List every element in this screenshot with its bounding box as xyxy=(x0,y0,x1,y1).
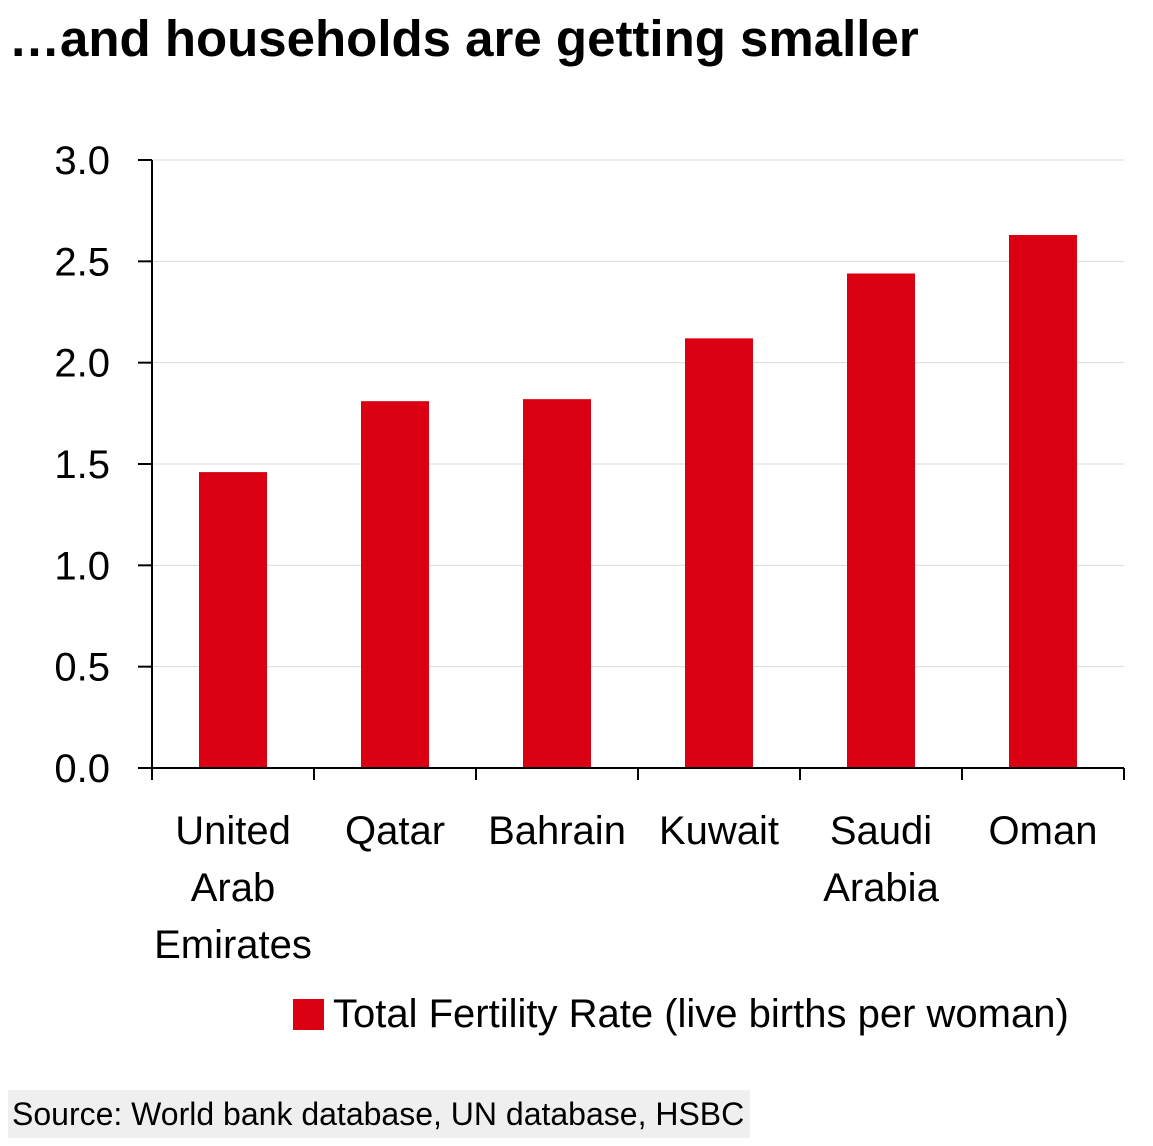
y-axis: 0.0 0.5 1.0 1.5 2.0 2.5 3.0 xyxy=(54,139,153,791)
x-axis-labels: United Arab Emirates Qatar Bahrain Kuwait Saud… xyxy=(154,809,1097,967)
chart-title: …and households are getting smaller xyxy=(9,10,919,67)
bar xyxy=(361,401,429,768)
bars xyxy=(199,234,1077,768)
y-tick-label: 1.5 xyxy=(54,443,110,487)
y-tick-label: 3.0 xyxy=(54,139,110,183)
bar xyxy=(523,399,591,768)
legend-label: Total Fertility Rate (live births per wo… xyxy=(333,992,1069,1036)
gridlines xyxy=(152,159,1124,668)
y-tick-label: 1.0 xyxy=(54,544,110,588)
x-tick-label: Kuwait xyxy=(659,809,779,853)
source-note: Source: World bank database, UN database… xyxy=(8,1090,751,1138)
y-tick-label: 0.5 xyxy=(54,646,110,690)
x-tick-label: Bahrain xyxy=(488,809,626,853)
x-axis xyxy=(151,767,1125,780)
bar xyxy=(199,472,267,768)
x-tick-label: Qatar xyxy=(345,809,445,853)
x-tick-label: Saudi Arabia xyxy=(823,809,939,910)
bar xyxy=(685,338,753,768)
legend: Total Fertility Rate (live births per wo… xyxy=(293,988,1069,1040)
bar xyxy=(1009,234,1077,768)
legend-swatch xyxy=(293,998,324,1030)
bar xyxy=(847,273,915,768)
y-tick-label: 2.5 xyxy=(54,240,110,284)
y-tick-label: 2.0 xyxy=(54,342,110,386)
y-tick-label: 0.0 xyxy=(54,747,110,791)
x-tick-label: Oman xyxy=(989,809,1098,853)
x-tick-label: United Arab Emirates xyxy=(154,809,312,967)
